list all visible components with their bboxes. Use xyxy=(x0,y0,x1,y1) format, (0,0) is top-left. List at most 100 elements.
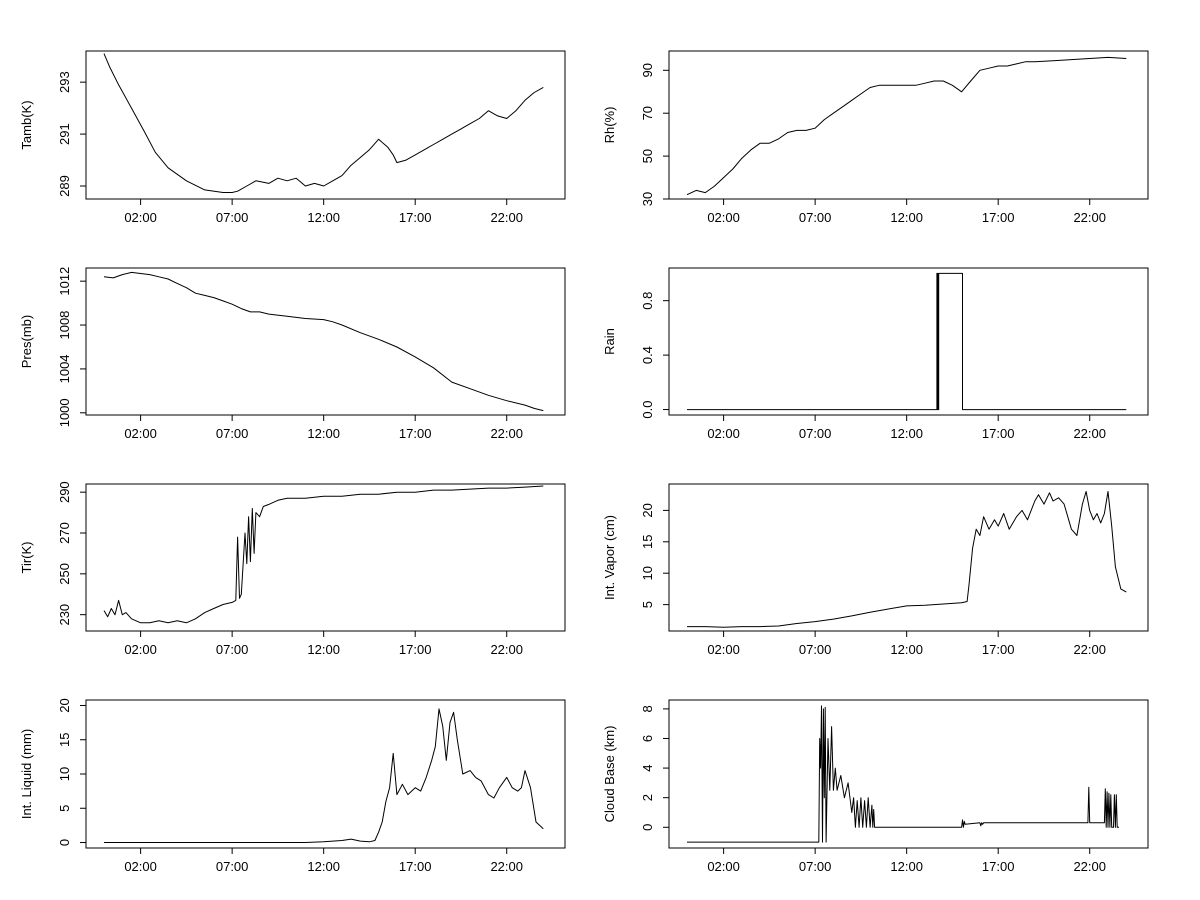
x-tick-label: 17:00 xyxy=(982,859,1015,874)
panel-tir: 02:00 07:00 12:00 17:00 22:00 230 250 270 290 Tir… xyxy=(19,481,566,657)
x-tick-label: 12:00 xyxy=(890,210,923,225)
y-tick-label: 0 xyxy=(57,839,72,846)
y-tick-label: 1004 xyxy=(57,354,72,383)
x-tick-label: 07:00 xyxy=(799,859,832,874)
x-tick-label: 02:00 xyxy=(707,642,740,657)
plot-frame xyxy=(85,267,566,416)
x-tick-label: 07:00 xyxy=(216,642,249,657)
x-tick-label: 17:00 xyxy=(982,210,1015,225)
panel-liquid: 02:00 07:00 12:00 17:00 22:00 0 5 10 15 20 Int. Li… xyxy=(19,698,566,874)
x-tick-label: 22:00 xyxy=(490,426,523,441)
x-tick-label: 17:00 xyxy=(399,210,432,225)
y-tick-label: 290 xyxy=(57,481,72,503)
y-axis-label: Rh(%) xyxy=(602,107,617,144)
x-tick-label: 02:00 xyxy=(124,859,157,874)
series-line-vapor xyxy=(687,491,1127,628)
x-tick-label: 22:00 xyxy=(1073,859,1106,874)
plot-frame xyxy=(668,267,1149,416)
y-tick-label: 8 xyxy=(640,705,655,712)
y-tick-label: 6 xyxy=(640,735,655,742)
y-tick-label: 30 xyxy=(640,192,655,206)
y-tick-label: 291 xyxy=(57,123,72,145)
plot-frame xyxy=(85,50,566,200)
y-tick-label: 20 xyxy=(57,698,72,712)
y-axis-label: Int. Vapor (cm) xyxy=(602,515,617,600)
x-tick-label: 22:00 xyxy=(1073,642,1106,657)
y-axis-label: Tamb(K) xyxy=(19,100,34,149)
x-tick-label: 07:00 xyxy=(216,426,249,441)
plot-frame xyxy=(668,483,1149,632)
y-tick-label: 230 xyxy=(57,604,72,626)
plot-frame xyxy=(668,50,1149,200)
x-tick-label: 02:00 xyxy=(707,859,740,874)
y-tick-label: 0.8 xyxy=(640,292,655,310)
y-tick-label: 10 xyxy=(640,566,655,580)
x-tick-label: 12:00 xyxy=(307,859,340,874)
x-tick-label: 17:00 xyxy=(982,426,1015,441)
y-tick-label: 90 xyxy=(640,63,655,77)
series-line-rain xyxy=(687,272,1127,411)
x-tick-label: 02:00 xyxy=(707,210,740,225)
x-tick-label: 17:00 xyxy=(399,426,432,441)
y-tick-label: 0 xyxy=(640,824,655,831)
series-line-rh xyxy=(686,56,1127,196)
plot-frame xyxy=(85,483,566,632)
y-tick-label: 1012 xyxy=(57,267,72,296)
y-tick-label: 293 xyxy=(57,71,72,93)
x-tick-label: 07:00 xyxy=(799,642,832,657)
y-axis-label: Tir(K) xyxy=(19,541,34,573)
y-axis-label: Pres(mb) xyxy=(19,315,34,368)
series-line-liquid xyxy=(104,708,544,843)
x-tick-label: 07:00 xyxy=(799,210,832,225)
x-tick-label: 22:00 xyxy=(1073,426,1106,441)
x-tick-label: 02:00 xyxy=(707,426,740,441)
y-tick-label: 20 xyxy=(640,503,655,517)
panel-rh: 02:00 07:00 12:00 17:00 22:00 30 50 70 90 Rh(%) xyxy=(602,50,1149,225)
y-tick-label: 289 xyxy=(57,175,72,197)
y-tick-label: 10 xyxy=(57,767,72,781)
x-tick-label: 12:00 xyxy=(890,426,923,441)
y-tick-label: 15 xyxy=(640,535,655,549)
panel-vapor: 02:00 07:00 12:00 17:00 22:00 5 10 15 20 Int. Vap… xyxy=(602,483,1149,657)
x-tick-label: 22:00 xyxy=(490,859,523,874)
series-line-pres xyxy=(103,271,544,412)
y-tick-label: 2 xyxy=(640,794,655,801)
x-tick-label: 22:00 xyxy=(490,642,523,657)
y-tick-label: 250 xyxy=(57,563,72,585)
x-tick-label: 17:00 xyxy=(399,642,432,657)
y-tick-label: 50 xyxy=(640,149,655,163)
x-tick-label: 22:00 xyxy=(490,210,523,225)
x-tick-label: 12:00 xyxy=(307,426,340,441)
y-tick-label: 270 xyxy=(57,522,72,544)
panel-tamb: 02:00 07:00 12:00 17:00 22:00 289 291 293 Tamb(K… xyxy=(19,50,566,225)
plot-frame xyxy=(668,699,1149,849)
x-tick-label: 17:00 xyxy=(982,642,1015,657)
panel-rain: 02:00 07:00 12:00 17:00 22:00 0.0 0.4 0.8 Rain xyxy=(602,267,1149,441)
series-line-tamb xyxy=(103,53,544,193)
x-tick-label: 12:00 xyxy=(307,642,340,657)
panel-cloudbase: 02:00 07:00 12:00 17:00 22:00 0 2 4 6 8 Cloud Base… xyxy=(602,699,1149,874)
x-tick-label: 02:00 xyxy=(124,642,157,657)
plot-frame xyxy=(85,699,566,849)
x-tick-label: 12:00 xyxy=(890,642,923,657)
y-tick-label: 0.0 xyxy=(640,401,655,419)
y-tick-label: 15 xyxy=(57,733,72,747)
y-tick-label: 70 xyxy=(640,106,655,120)
x-tick-label: 07:00 xyxy=(216,859,249,874)
y-axis-label: Rain xyxy=(602,328,617,355)
x-tick-label: 12:00 xyxy=(307,210,340,225)
x-tick-label: 12:00 xyxy=(890,859,923,874)
x-tick-label: 17:00 xyxy=(399,859,432,874)
series-line-tir xyxy=(103,485,544,624)
x-tick-label: 02:00 xyxy=(124,426,157,441)
series-line-cloudbase xyxy=(687,705,1119,843)
y-axis-label: Int. Liquid (mm) xyxy=(19,729,34,819)
x-tick-label: 02:00 xyxy=(124,210,157,225)
y-tick-label: 1008 xyxy=(57,311,72,340)
y-tick-label: 4 xyxy=(640,764,655,771)
y-axis-label: Cloud Base (km) xyxy=(602,726,617,823)
y-tick-label: 5 xyxy=(640,601,655,608)
x-tick-label: 07:00 xyxy=(216,210,249,225)
x-tick-label: 07:00 xyxy=(799,426,832,441)
